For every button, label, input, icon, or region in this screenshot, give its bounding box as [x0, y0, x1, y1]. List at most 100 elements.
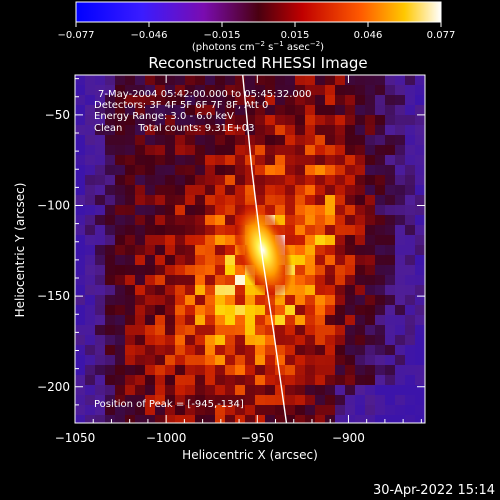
y-tick-label: −200 [37, 380, 70, 394]
heatmap-cell [335, 85, 345, 95]
heatmap-cell [145, 375, 155, 385]
heatmap-cell [325, 95, 335, 105]
heatmap-cell [205, 265, 215, 275]
heatmap-cell [165, 385, 175, 395]
heatmap-cell [165, 155, 175, 165]
heatmap-cell [265, 395, 275, 405]
heatmap-cell [85, 285, 95, 295]
heatmap-cell [85, 295, 95, 305]
heatmap-cell [175, 285, 185, 295]
heatmap-cell [395, 205, 405, 215]
heatmap-cell [415, 85, 425, 95]
heatmap-cell [395, 325, 405, 335]
heatmap-cell [205, 355, 215, 365]
heatmap-cell [95, 235, 105, 245]
heatmap-cell [145, 265, 155, 275]
heatmap-cell [345, 145, 355, 155]
heatmap-cell [325, 105, 335, 115]
heatmap-cell [345, 155, 355, 165]
heatmap-cell [145, 125, 155, 135]
heatmap-cell [415, 385, 425, 395]
heatmap-cell [165, 145, 175, 155]
heatmap-cell [95, 105, 105, 115]
heatmap-cell [395, 315, 405, 325]
heatmap-cell [145, 285, 155, 295]
heatmap-cell [285, 355, 295, 365]
heatmap-cell [255, 345, 265, 355]
heatmap-cell [165, 105, 175, 115]
colorbar-gradient [75, 1, 442, 23]
heatmap-cell [165, 125, 175, 135]
heatmap-cell [305, 345, 315, 355]
heatmap-cell [325, 285, 335, 295]
heatmap-cell [265, 185, 275, 195]
heatmap-cell [415, 185, 425, 195]
heatmap-cell [365, 75, 375, 85]
heatmap-cell [415, 195, 425, 205]
heatmap-cell [95, 85, 105, 95]
heatmap-cell [215, 395, 225, 405]
heatmap-cell [285, 335, 295, 345]
heatmap-cell [165, 405, 175, 415]
heatmap-cell [145, 75, 155, 85]
x-tick-label: −1050 [55, 431, 96, 445]
heatmap-cell [155, 175, 165, 185]
heatmap-cell [375, 255, 385, 265]
heatmap-cell [75, 405, 85, 415]
heatmap-cell [245, 295, 255, 305]
heatmap-cell [215, 225, 225, 235]
heatmap-cell [375, 305, 385, 315]
heatmap-cell [305, 225, 315, 235]
heatmap-cell [345, 195, 355, 205]
heatmap-cell [185, 75, 195, 85]
heatmap-cell [295, 225, 305, 235]
heatmap-cell [185, 95, 195, 105]
heatmap-cell [105, 115, 115, 125]
heatmap-cell [315, 345, 325, 355]
heatmap-cell [255, 145, 265, 155]
heatmap-cell [165, 175, 175, 185]
heatmap-cell [215, 325, 225, 335]
heatmap-cell [365, 195, 375, 205]
heatmap-cell [75, 155, 85, 165]
heatmap-cell [185, 125, 195, 135]
heatmap-cell [355, 265, 365, 275]
info-clean-counts: Clean Total counts: 9.31E+03 [94, 123, 254, 134]
heatmap-cell [225, 325, 235, 335]
heatmap-cell [385, 215, 395, 225]
heatmap-cell [305, 335, 315, 345]
heatmap-cell [75, 375, 85, 385]
heatmap-cell [415, 155, 425, 165]
heatmap-cell [105, 275, 115, 285]
heatmap-cell [105, 145, 115, 155]
heatmap-cell [175, 165, 185, 175]
heatmap-cell [265, 365, 275, 375]
heatmap-cell [165, 225, 175, 235]
heatmap-cell [315, 185, 325, 195]
heatmap-cell [405, 165, 415, 175]
heatmap-cell [235, 135, 245, 145]
heatmap-cell [105, 285, 115, 295]
heatmap-cell [285, 295, 295, 305]
heatmap-cell [335, 95, 345, 105]
heatmap-cell [245, 175, 255, 185]
heatmap-cell [115, 155, 125, 165]
heatmap-cell [95, 195, 105, 205]
heatmap-cell [165, 275, 175, 285]
heatmap-cell [305, 365, 315, 375]
heatmap-cell [155, 235, 165, 245]
heatmap-cell [125, 235, 135, 245]
heatmap-cell [145, 335, 155, 345]
heatmap-cell [215, 245, 225, 255]
heatmap-cell [355, 275, 365, 285]
heatmap-cell [215, 415, 225, 423]
heatmap-cell [365, 315, 375, 325]
heatmap-cell [225, 295, 235, 305]
heatmap-cell [75, 315, 85, 325]
heatmap-cell [105, 95, 115, 105]
heatmap-cell [215, 235, 225, 245]
heatmap-cell [125, 355, 135, 365]
heatmap-cell [205, 285, 215, 295]
heatmap-cell [355, 95, 365, 105]
heatmap-cell [85, 255, 95, 265]
